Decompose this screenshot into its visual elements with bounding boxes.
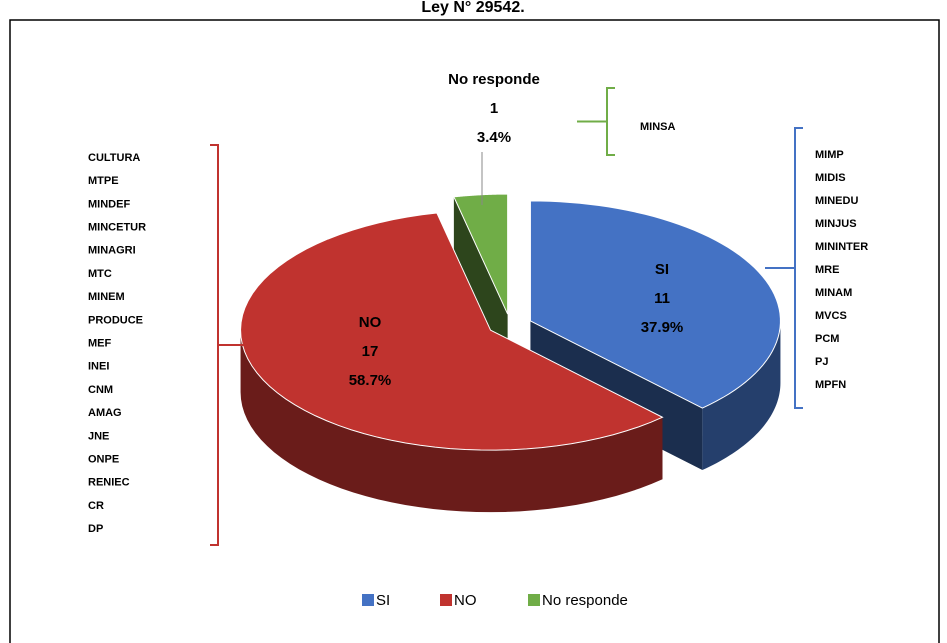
slice-count: 1 [490, 100, 498, 117]
slice-top [453, 193, 509, 315]
member-name: CNM [88, 384, 113, 396]
member-name: CR [88, 500, 104, 512]
member-name: MRE [815, 264, 839, 276]
member-name: MININTER [815, 241, 868, 253]
bracket [210, 144, 248, 546]
slice-category: No responde [448, 71, 540, 88]
member-name: MIMP [815, 149, 844, 161]
chart-title: Ley N° 29542. [421, 0, 524, 16]
member-name: CULTURA [88, 152, 140, 164]
member-name: INEI [88, 361, 109, 373]
member-name: MINJUS [815, 218, 857, 230]
legend-label: SI [376, 592, 390, 609]
legend-swatch [440, 594, 452, 606]
slice [453, 193, 509, 377]
member-name: RENIEC [88, 477, 130, 489]
slice [240, 212, 664, 513]
member-name: AMAG [88, 407, 122, 419]
member-name: MPFN [815, 379, 846, 391]
member-name: PJ [815, 356, 828, 368]
slice-count: 17 [362, 343, 379, 360]
legend-label: NO [454, 592, 477, 609]
member-name: PRODUCE [88, 314, 143, 326]
slice-top [240, 212, 664, 451]
member-name: PCM [815, 333, 839, 345]
bracket [765, 127, 803, 409]
member-name: JNE [88, 430, 109, 442]
member-name: MTC [88, 268, 112, 280]
member-name: MINSA [640, 121, 676, 133]
slice-top [529, 200, 781, 409]
member-name: MVCS [815, 310, 847, 322]
slice-category: SI [655, 261, 669, 278]
member-name: MINAGRI [88, 245, 136, 257]
slice-side [453, 196, 508, 377]
member-name: MEF [88, 338, 112, 350]
slice-percent: 3.4% [477, 129, 511, 146]
slice-wall [240, 330, 663, 513]
member-name: MTPE [88, 175, 119, 187]
member-name: MINEM [88, 291, 125, 303]
slice-percent: 37.9% [641, 319, 684, 336]
bracket [577, 87, 615, 156]
member-name: MINAM [815, 287, 852, 299]
member-name: MIDIS [815, 172, 846, 184]
member-name: MINCETUR [88, 222, 146, 234]
legend-label: No responde [542, 592, 628, 609]
legend-swatch [528, 594, 540, 606]
slice-category: NO [359, 314, 382, 331]
slice-count: 11 [654, 290, 670, 307]
slice-wall [702, 320, 781, 471]
member-name: MINDEF [88, 198, 130, 210]
member-name: ONPE [88, 454, 119, 466]
member-name: DP [88, 523, 103, 535]
member-name: MINEDU [815, 195, 858, 207]
legend-swatch [362, 594, 374, 606]
slice-percent: 58.7% [349, 372, 392, 389]
